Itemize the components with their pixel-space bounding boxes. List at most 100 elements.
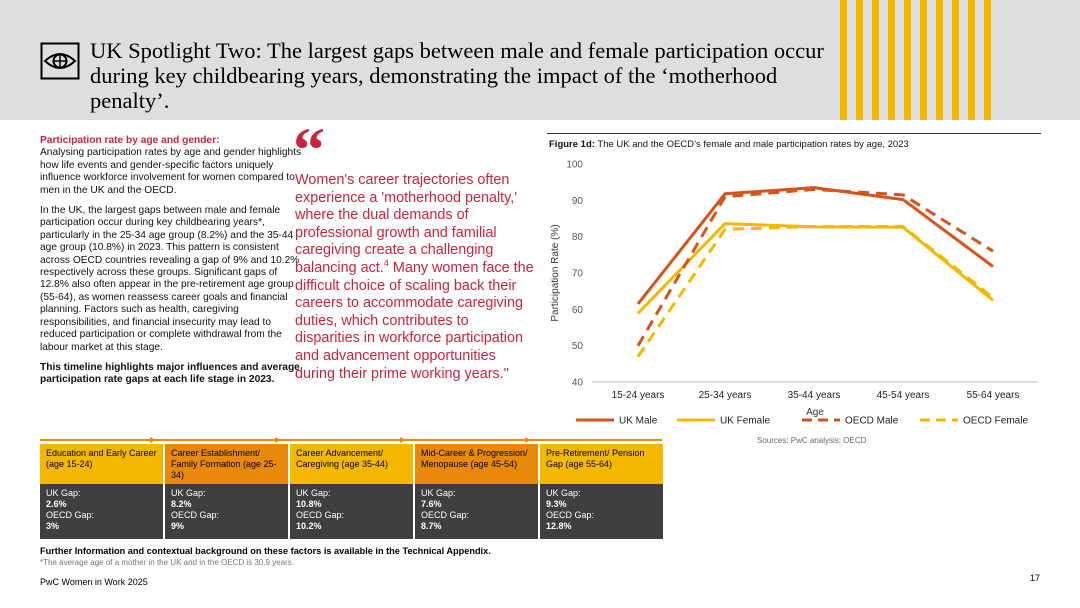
x-tick-label: 45-54 years: [877, 390, 930, 401]
series-line: [636, 186, 994, 305]
pull-quote: Women's career trajectories often experi…: [295, 172, 535, 383]
section-heading: Participation rate by age and gender:: [40, 135, 220, 146]
series-line: [636, 225, 994, 358]
life-stage-card: Career Advancement/ Caregiving (age 35-4…: [290, 444, 413, 539]
stripe: [984, 0, 991, 120]
y-tick-label: 60: [572, 305, 584, 316]
eye-icon: [40, 42, 80, 80]
x-axis-label: Age: [806, 407, 824, 418]
stripe: [968, 0, 975, 120]
x-tick-label: 25-34 years: [699, 390, 752, 401]
footnote-ref: 4: [383, 258, 389, 269]
footnote: *The average age of a mother in the UK a…: [40, 558, 294, 567]
stage-title: Mid-Career & Progression/ Menopause (age…: [415, 444, 538, 484]
timeline-arrowhead: [150, 437, 156, 443]
series-line: [636, 187, 994, 347]
oecd-gap-value: 3%: [46, 521, 60, 531]
uk-gap-label: UK Gap:: [171, 488, 206, 498]
stripe: [952, 0, 959, 120]
figure-title: The UK and the OECD’s female and male pa…: [594, 139, 909, 150]
y-tick-label: 90: [572, 196, 584, 207]
uk-gap-value: 7.6%: [421, 499, 442, 509]
uk-gap-value: 9.3%: [546, 499, 567, 509]
decorative-stripes: [834, 0, 1080, 120]
uk-gap-value: 10.8%: [296, 499, 322, 509]
y-axis: 40 50 60 70 80 90 100: [566, 160, 583, 389]
further-info: Further Information and contextual backg…: [40, 546, 491, 556]
quote-mark-icon: “: [293, 127, 325, 169]
life-stage-card: Mid-Career & Progression/ Menopause (age…: [415, 444, 538, 539]
stage-gaps: UK Gap: 8.2% OECD Gap: 9%: [165, 484, 288, 539]
figure-label: Figure 1d:: [549, 139, 595, 150]
oecd-gap-label: OECD Gap:: [296, 510, 345, 520]
life-stage-card: Pre-Retirement/ Pension Gap (age 55-64) U…: [540, 444, 663, 539]
stripe: [904, 0, 911, 120]
x-tick-label: 55-64 years: [967, 390, 1020, 401]
x-tick-label: 15-24 years: [612, 390, 665, 401]
intro-paragraph: Analysing participation rates by age and…: [40, 147, 302, 196]
timeline-arrow: [40, 437, 662, 443]
oecd-gap-value: 10.2%: [296, 521, 322, 531]
y-tick-label: 50: [572, 341, 584, 352]
header-band: UK Spotlight Two: The largest gaps betwe…: [0, 0, 1080, 120]
legend-label: UK Male: [619, 416, 658, 427]
stage-title: Career Advancement/ Caregiving (age 35-4…: [290, 444, 413, 484]
quote-text-start: Women's career trajectories often experi…: [295, 172, 518, 276]
svg-text:“: “: [293, 127, 325, 169]
page-title: UK Spotlight Two: The largest gaps betwe…: [90, 38, 824, 113]
timeline-arrowhead: [525, 437, 531, 443]
stage-title: Pre-Retirement/ Pension Gap (age 55-64): [540, 444, 663, 484]
oecd-gap-value: 8.7%: [421, 521, 442, 531]
line-chart: Participation Rate (%) Age 40 50 60 70 80 90 1…: [550, 160, 1038, 427]
series-lines: [636, 186, 994, 358]
timeline-intro: This timeline highlights major influence…: [40, 361, 300, 386]
timeline-arrowhead: [400, 437, 406, 443]
oecd-gap-label: OECD Gap:: [421, 510, 470, 520]
chart-legend: UK Male UK Female OECD Male OECD Female: [576, 416, 1028, 427]
oecd-gap-label: OECD Gap:: [171, 510, 220, 520]
uk-gap-label: UK Gap:: [546, 488, 581, 498]
life-stage-card: Career Establishment/ Family Formation (…: [165, 444, 288, 539]
y-tick-label: 100: [566, 160, 583, 171]
stage-gaps: UK Gap: 9.3% OECD Gap: 12.8%: [540, 484, 663, 539]
stripe: [920, 0, 927, 120]
oecd-gap-label: OECD Gap:: [46, 510, 95, 520]
x-tick-label: 35-44 years: [788, 390, 841, 401]
uk-gap-value: 2.6%: [46, 499, 67, 509]
page-number: 17: [1029, 573, 1040, 583]
x-axis: 15-24 years 25-34 years 35-44 years 45-54 y…: [592, 381, 1038, 401]
stripe: [872, 0, 879, 120]
y-tick-label: 80: [572, 232, 584, 243]
uk-gap-label: UK Gap:: [296, 488, 331, 498]
footer-brand: PwC Women in Work 2025: [40, 577, 148, 587]
stripe: [936, 0, 943, 120]
life-stage-cards: Education and Early Career (age 15-24) UK…: [40, 444, 664, 539]
y-axis-label: Participation Rate (%): [550, 224, 561, 321]
timeline-arrowhead: [275, 437, 281, 443]
left-text-column: Participation rate by age and gender: Ana…: [40, 135, 305, 395]
stripe: [856, 0, 863, 120]
oecd-gap-value: 9%: [171, 521, 185, 531]
figure-caption: Figure 1d: The UK and the OECD’s female …: [549, 139, 909, 150]
stage-title: Career Establishment/ Family Formation (…: [165, 444, 288, 484]
uk-gap-label: UK Gap:: [421, 488, 456, 498]
legend-label: UK Female: [720, 416, 770, 427]
figure-rule: [547, 133, 1041, 134]
stripe: [840, 0, 847, 120]
legend-label: OECD Female: [963, 416, 1028, 427]
legend-label: OECD Male: [845, 416, 899, 427]
uk-gap-label: UK Gap:: [46, 488, 81, 498]
stripe: [888, 0, 895, 120]
chart-sources: Sources: PwC analysis; OECD: [757, 436, 867, 445]
stage-gaps: UK Gap: 7.6% OECD Gap: 8.7%: [415, 484, 538, 539]
analysis-paragraph: In the UK, the largest gaps between male…: [40, 205, 300, 353]
stage-title: Education and Early Career (age 15-24): [40, 444, 163, 484]
stage-gaps: UK Gap: 10.8% OECD Gap: 10.2%: [290, 484, 413, 539]
quote-text-end: Many women face the difficult choice of …: [295, 259, 534, 382]
oecd-gap-value: 12.8%: [546, 521, 572, 531]
life-stage-card: Education and Early Career (age 15-24) UK…: [40, 444, 163, 539]
stage-gaps: UK Gap: 2.6% OECD Gap: 3%: [40, 484, 163, 539]
y-tick-label: 70: [572, 269, 584, 280]
uk-gap-value: 8.2%: [171, 499, 192, 509]
oecd-gap-label: OECD Gap:: [546, 510, 595, 520]
